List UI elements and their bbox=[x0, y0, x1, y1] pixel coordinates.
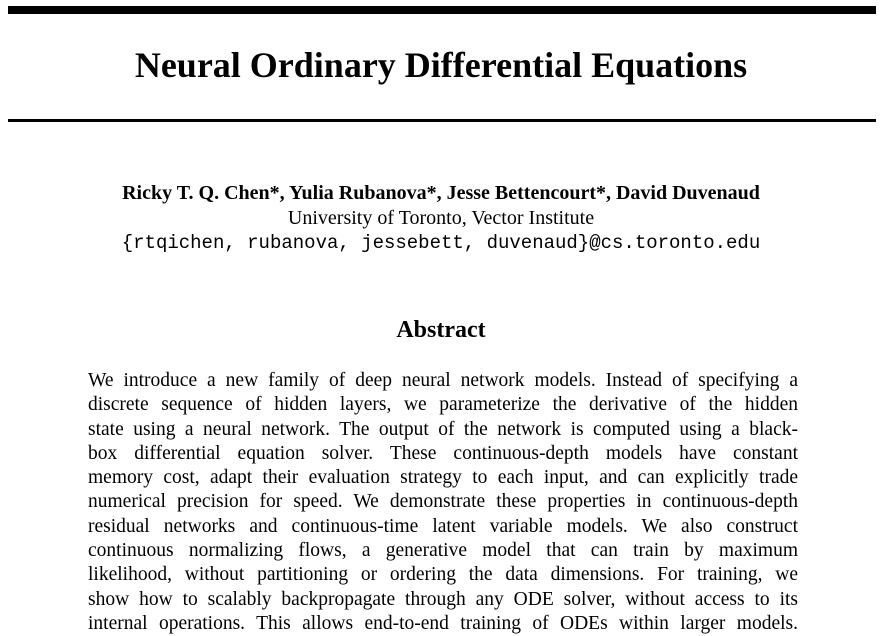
paper-title: Neural Ordinary Differential Equations bbox=[134, 45, 748, 85]
author-emails: {rtqichen, rubanova, jessebett, duvenaud… bbox=[121, 232, 761, 254]
abstract-line: residual networks and continuous-time la… bbox=[88, 515, 798, 537]
affiliation: University of Toronto, Vector Institute bbox=[287, 207, 595, 229]
abstract-line: box differential equation solver. These … bbox=[88, 442, 798, 464]
title-rule-top bbox=[8, 6, 876, 14]
abstract-line: internal operations. This allows end-to-… bbox=[88, 612, 798, 634]
abstract-heading: Abstract bbox=[396, 317, 486, 343]
abstract-body: We introduce a new family of deep neural… bbox=[88, 369, 798, 636]
abstract-line: memory cost, adapt their evaluation stra… bbox=[88, 467, 798, 489]
abstract-line: state using a neural network. The output… bbox=[88, 418, 798, 440]
abstract-line: numerical precision for speed. We demons… bbox=[88, 491, 798, 513]
author-list: Ricky T. Q. Chen*, Yulia Rubanova*, Jess… bbox=[122, 182, 760, 204]
abstract-line: discrete sequence of hidden layers, we p… bbox=[88, 394, 798, 416]
abstract-line: continuous normalizing flows, a generati… bbox=[88, 540, 798, 562]
abstract-line: We introduce a new family of deep neural… bbox=[88, 370, 798, 391]
abstract-line: likelihood, without partitioning or orde… bbox=[88, 564, 798, 586]
title-rule-bottom bbox=[8, 119, 876, 122]
abstract-line: show how to scalably backpropagate throu… bbox=[88, 588, 798, 610]
